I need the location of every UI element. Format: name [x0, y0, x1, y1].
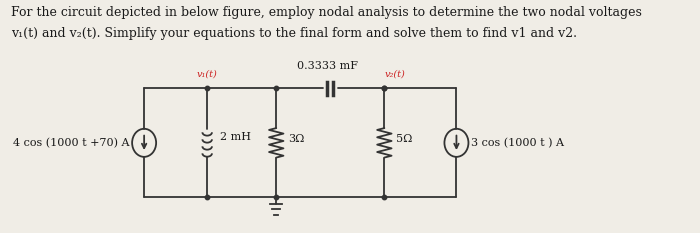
Text: For the circuit depicted in below figure, employ nodal analysis to determine the: For the circuit depicted in below figure… — [10, 6, 642, 19]
Text: 3 cos (1000 t ) A: 3 cos (1000 t ) A — [472, 138, 564, 148]
Text: 3Ω: 3Ω — [288, 134, 304, 144]
Text: 4 cos (1000 t +70) A: 4 cos (1000 t +70) A — [13, 138, 129, 148]
Text: v₁(t): v₁(t) — [197, 70, 218, 79]
Text: 2 mH: 2 mH — [220, 132, 251, 142]
Text: v₁(t) and v₂(t). Simplify your equations to the final form and solve them to fin: v₁(t) and v₂(t). Simplify your equations… — [10, 27, 577, 40]
Text: 5Ω: 5Ω — [396, 134, 413, 144]
Text: 0.3333 mF: 0.3333 mF — [297, 61, 358, 71]
Text: v₂(t): v₂(t) — [385, 70, 405, 79]
